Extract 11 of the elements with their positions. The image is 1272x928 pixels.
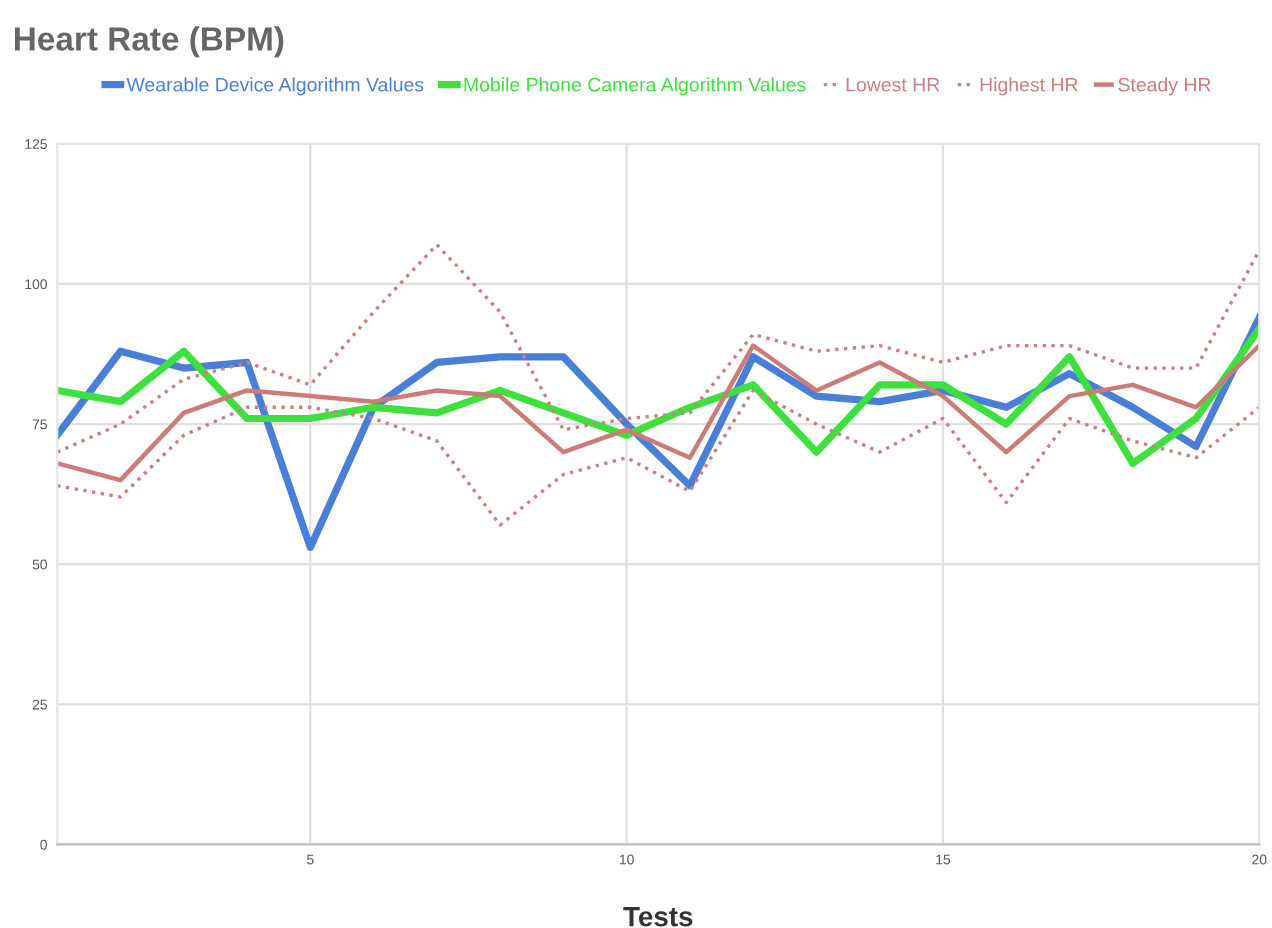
line-series (57, 325, 1260, 467)
legend-label: Lowest HR (846, 77, 940, 92)
x-axis-title: Tests (623, 907, 693, 927)
legend-label: Highest HR (980, 77, 1078, 96)
legend-label: Mobile Phone Camera Algorithm Values (464, 77, 806, 96)
line-series (57, 343, 1260, 483)
legend-label: Steady HR (1118, 77, 1211, 96)
line-series (57, 243, 1260, 454)
line-series (57, 388, 1260, 527)
chart-title: Heart Rate (BPM) (14, 26, 284, 58)
legend-label: Wearable Device Algorithm Values (126, 77, 424, 96)
